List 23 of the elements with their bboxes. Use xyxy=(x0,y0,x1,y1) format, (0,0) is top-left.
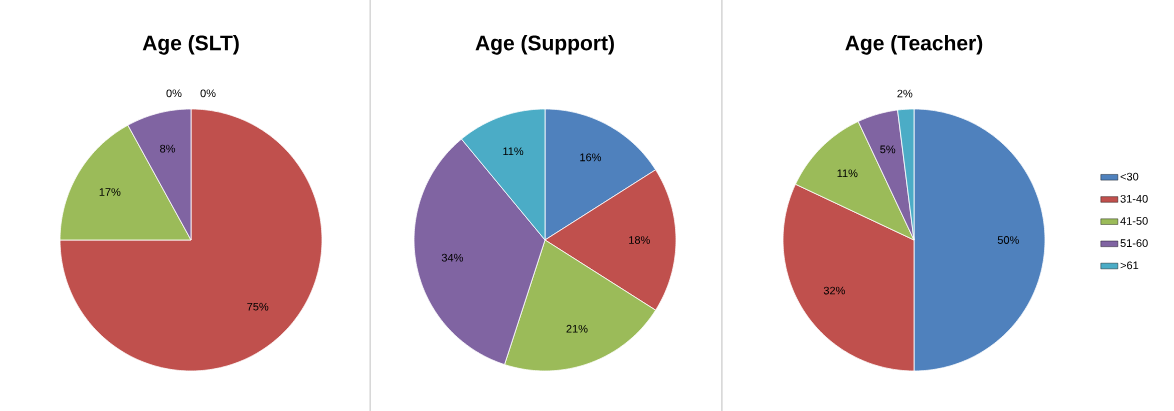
chart-title: Age (Support) xyxy=(475,34,614,55)
data-label: 2% xyxy=(897,89,913,98)
legend-label: >61 xyxy=(1120,261,1139,270)
data-label: 5% xyxy=(880,145,896,154)
data-label: 50% xyxy=(997,236,1019,244)
legend-label: 41-50 xyxy=(1120,217,1148,225)
data-label: 17% xyxy=(99,188,121,196)
chart-title: Age (Teacher) xyxy=(845,34,983,55)
text: 0% xyxy=(200,89,216,98)
legend-label: 31-40 xyxy=(1120,194,1148,203)
data-label: 8% xyxy=(160,144,176,153)
data-label: 16% xyxy=(580,153,602,162)
data-label: 75% xyxy=(247,302,269,311)
data-label: 11% xyxy=(503,147,524,156)
legend-label: 51-60 xyxy=(1120,239,1148,248)
chart-title: Age (SLT) xyxy=(142,34,239,55)
data-label: 21% xyxy=(566,324,588,333)
legend-label: <30 xyxy=(1120,172,1139,181)
text: 0% xyxy=(166,89,182,98)
data-label: 11% xyxy=(837,169,858,178)
data-label: 34% xyxy=(441,253,463,262)
data-label: 18% xyxy=(629,236,650,244)
data-label: 32% xyxy=(823,286,845,295)
